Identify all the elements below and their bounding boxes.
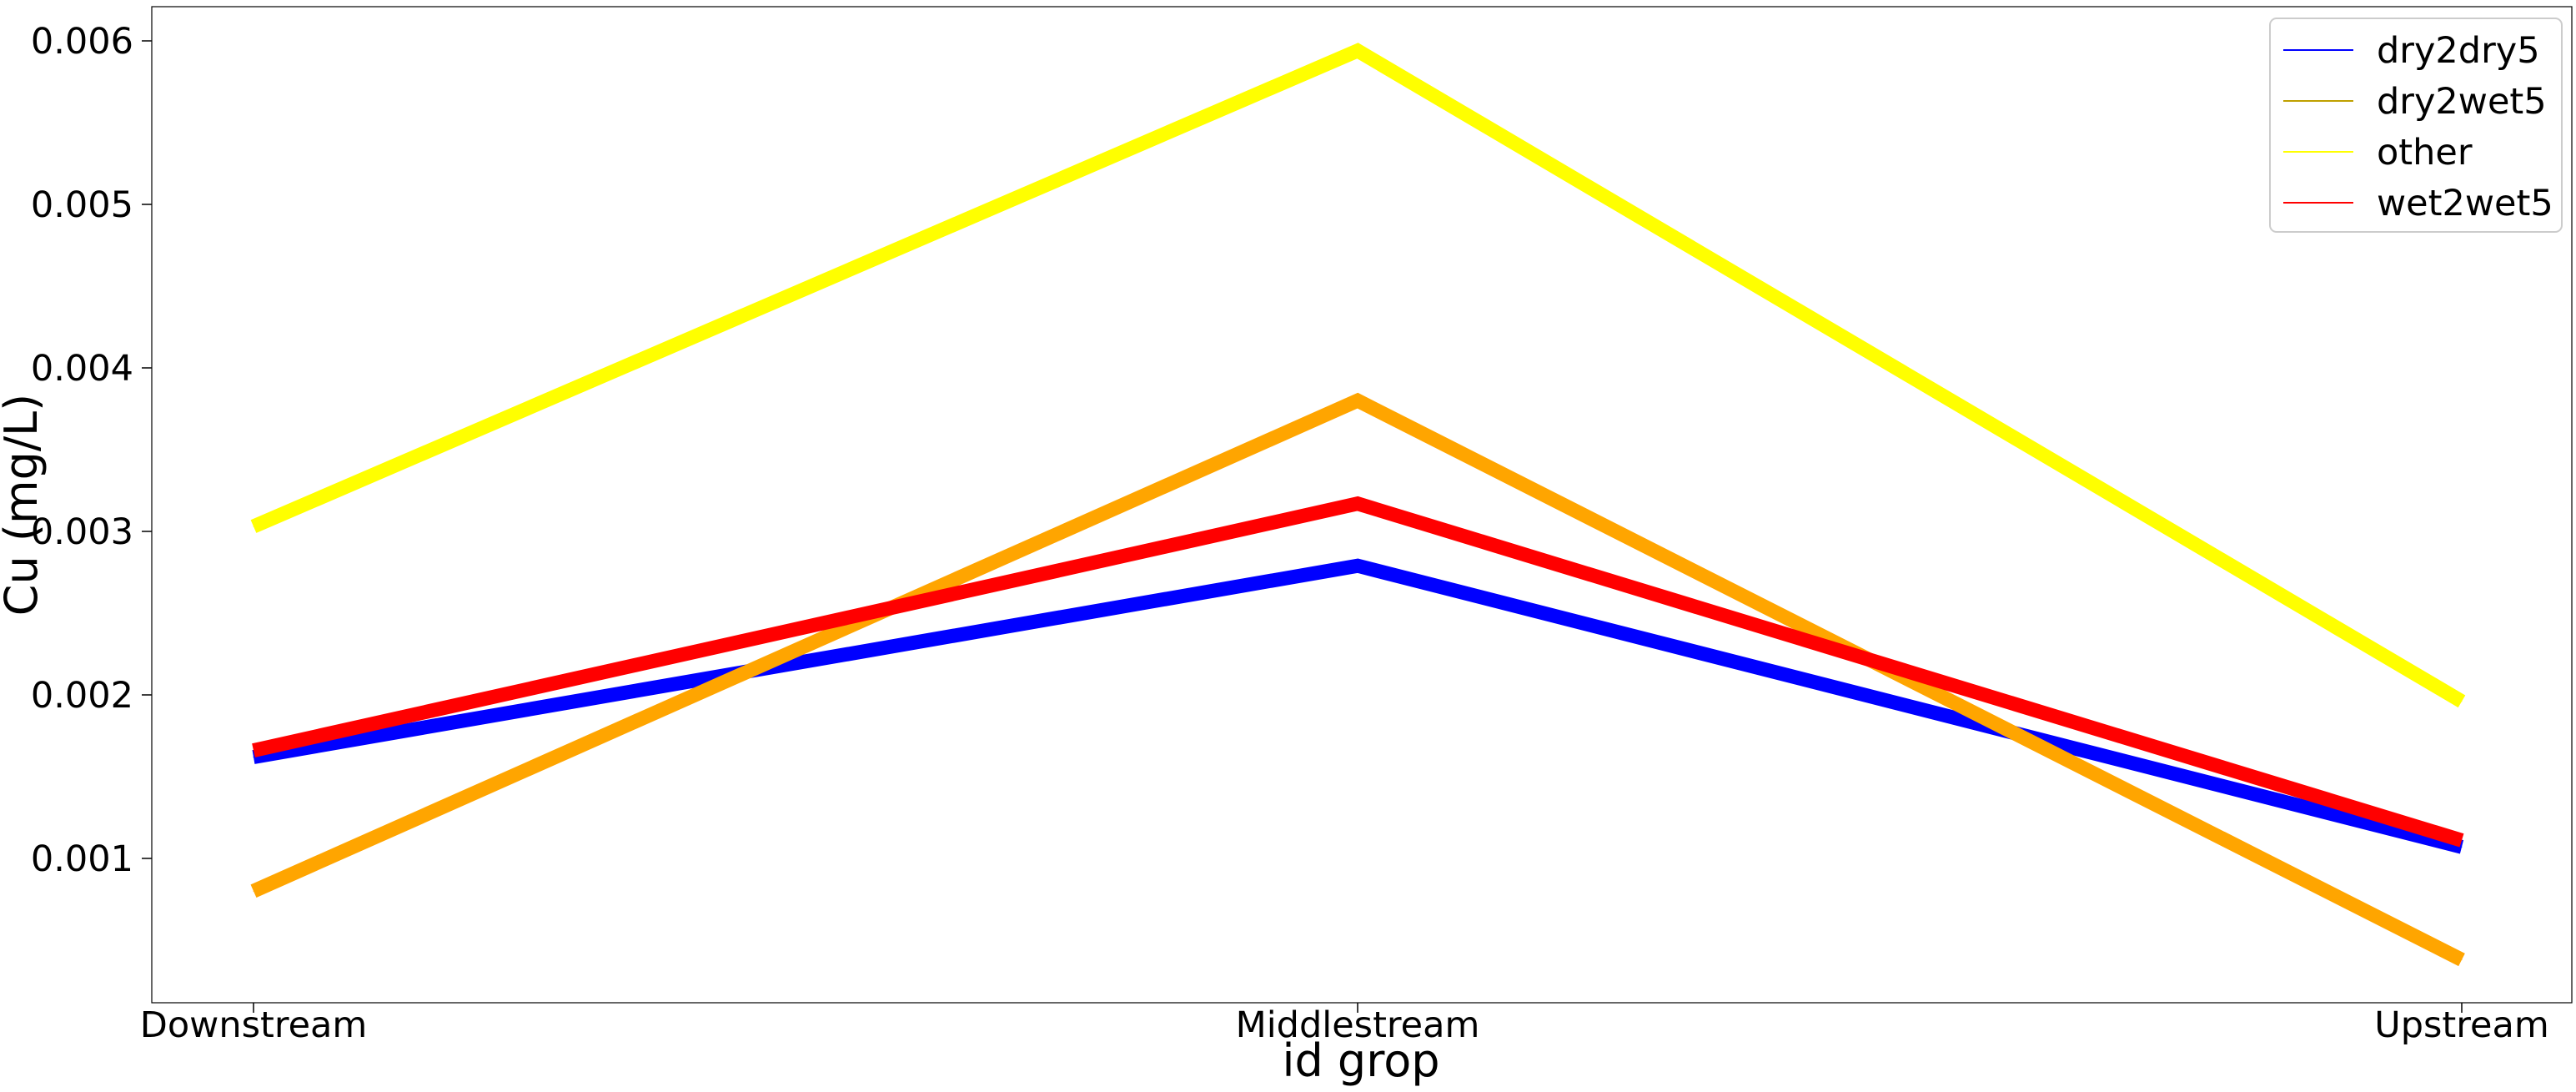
- y-axis-label: Cu (mg/L): [0, 394, 48, 616]
- y-tick-label: 0.004: [31, 348, 133, 390]
- series-layer: [250, 43, 2466, 967]
- y-tick-label: 0.003: [31, 511, 133, 553]
- x-tick-label: Downstream: [140, 1004, 368, 1046]
- series-line-dry2dry5: [252, 558, 2464, 854]
- data-point-dry2wet5-2: [2461, 959, 2463, 961]
- y-tick-label: 0.001: [31, 838, 133, 880]
- legend-label-other: other: [2377, 132, 2473, 174]
- x-axis: Downstream Middlestream Upstream: [140, 1003, 2549, 1046]
- x-tick-label: Upstream: [2374, 1004, 2548, 1046]
- legend-label-dry2wet5: dry2wet5: [2377, 81, 2547, 123]
- plot-frame: [151, 6, 2573, 1004]
- x-tick-label: Middlestream: [1236, 1004, 1480, 1046]
- y-tick-label: 0.005: [31, 184, 133, 226]
- series-line-other: [250, 43, 2466, 708]
- legend: dry2dry5 dry2wet5 other wet2wet5: [2269, 18, 2563, 233]
- legend-label-dry2dry5: dry2dry5: [2377, 30, 2540, 72]
- y-tick-label: 0.002: [31, 675, 133, 717]
- y-tick-label: 0.006: [31, 21, 133, 63]
- data-point-wet2wet5-2: [2461, 839, 2463, 841]
- legend-label-wet2wet5: wet2wet5: [2377, 183, 2553, 224]
- data-point-dry2dry5-2: [2461, 846, 2463, 848]
- legend-frame: [2269, 18, 2563, 233]
- data-point-other-2: [2461, 701, 2463, 702]
- y-axis: 0.001 0.002 0.003 0.004 0.005 0.006: [31, 21, 152, 880]
- x-axis-label: id grop: [1282, 1034, 1439, 1087]
